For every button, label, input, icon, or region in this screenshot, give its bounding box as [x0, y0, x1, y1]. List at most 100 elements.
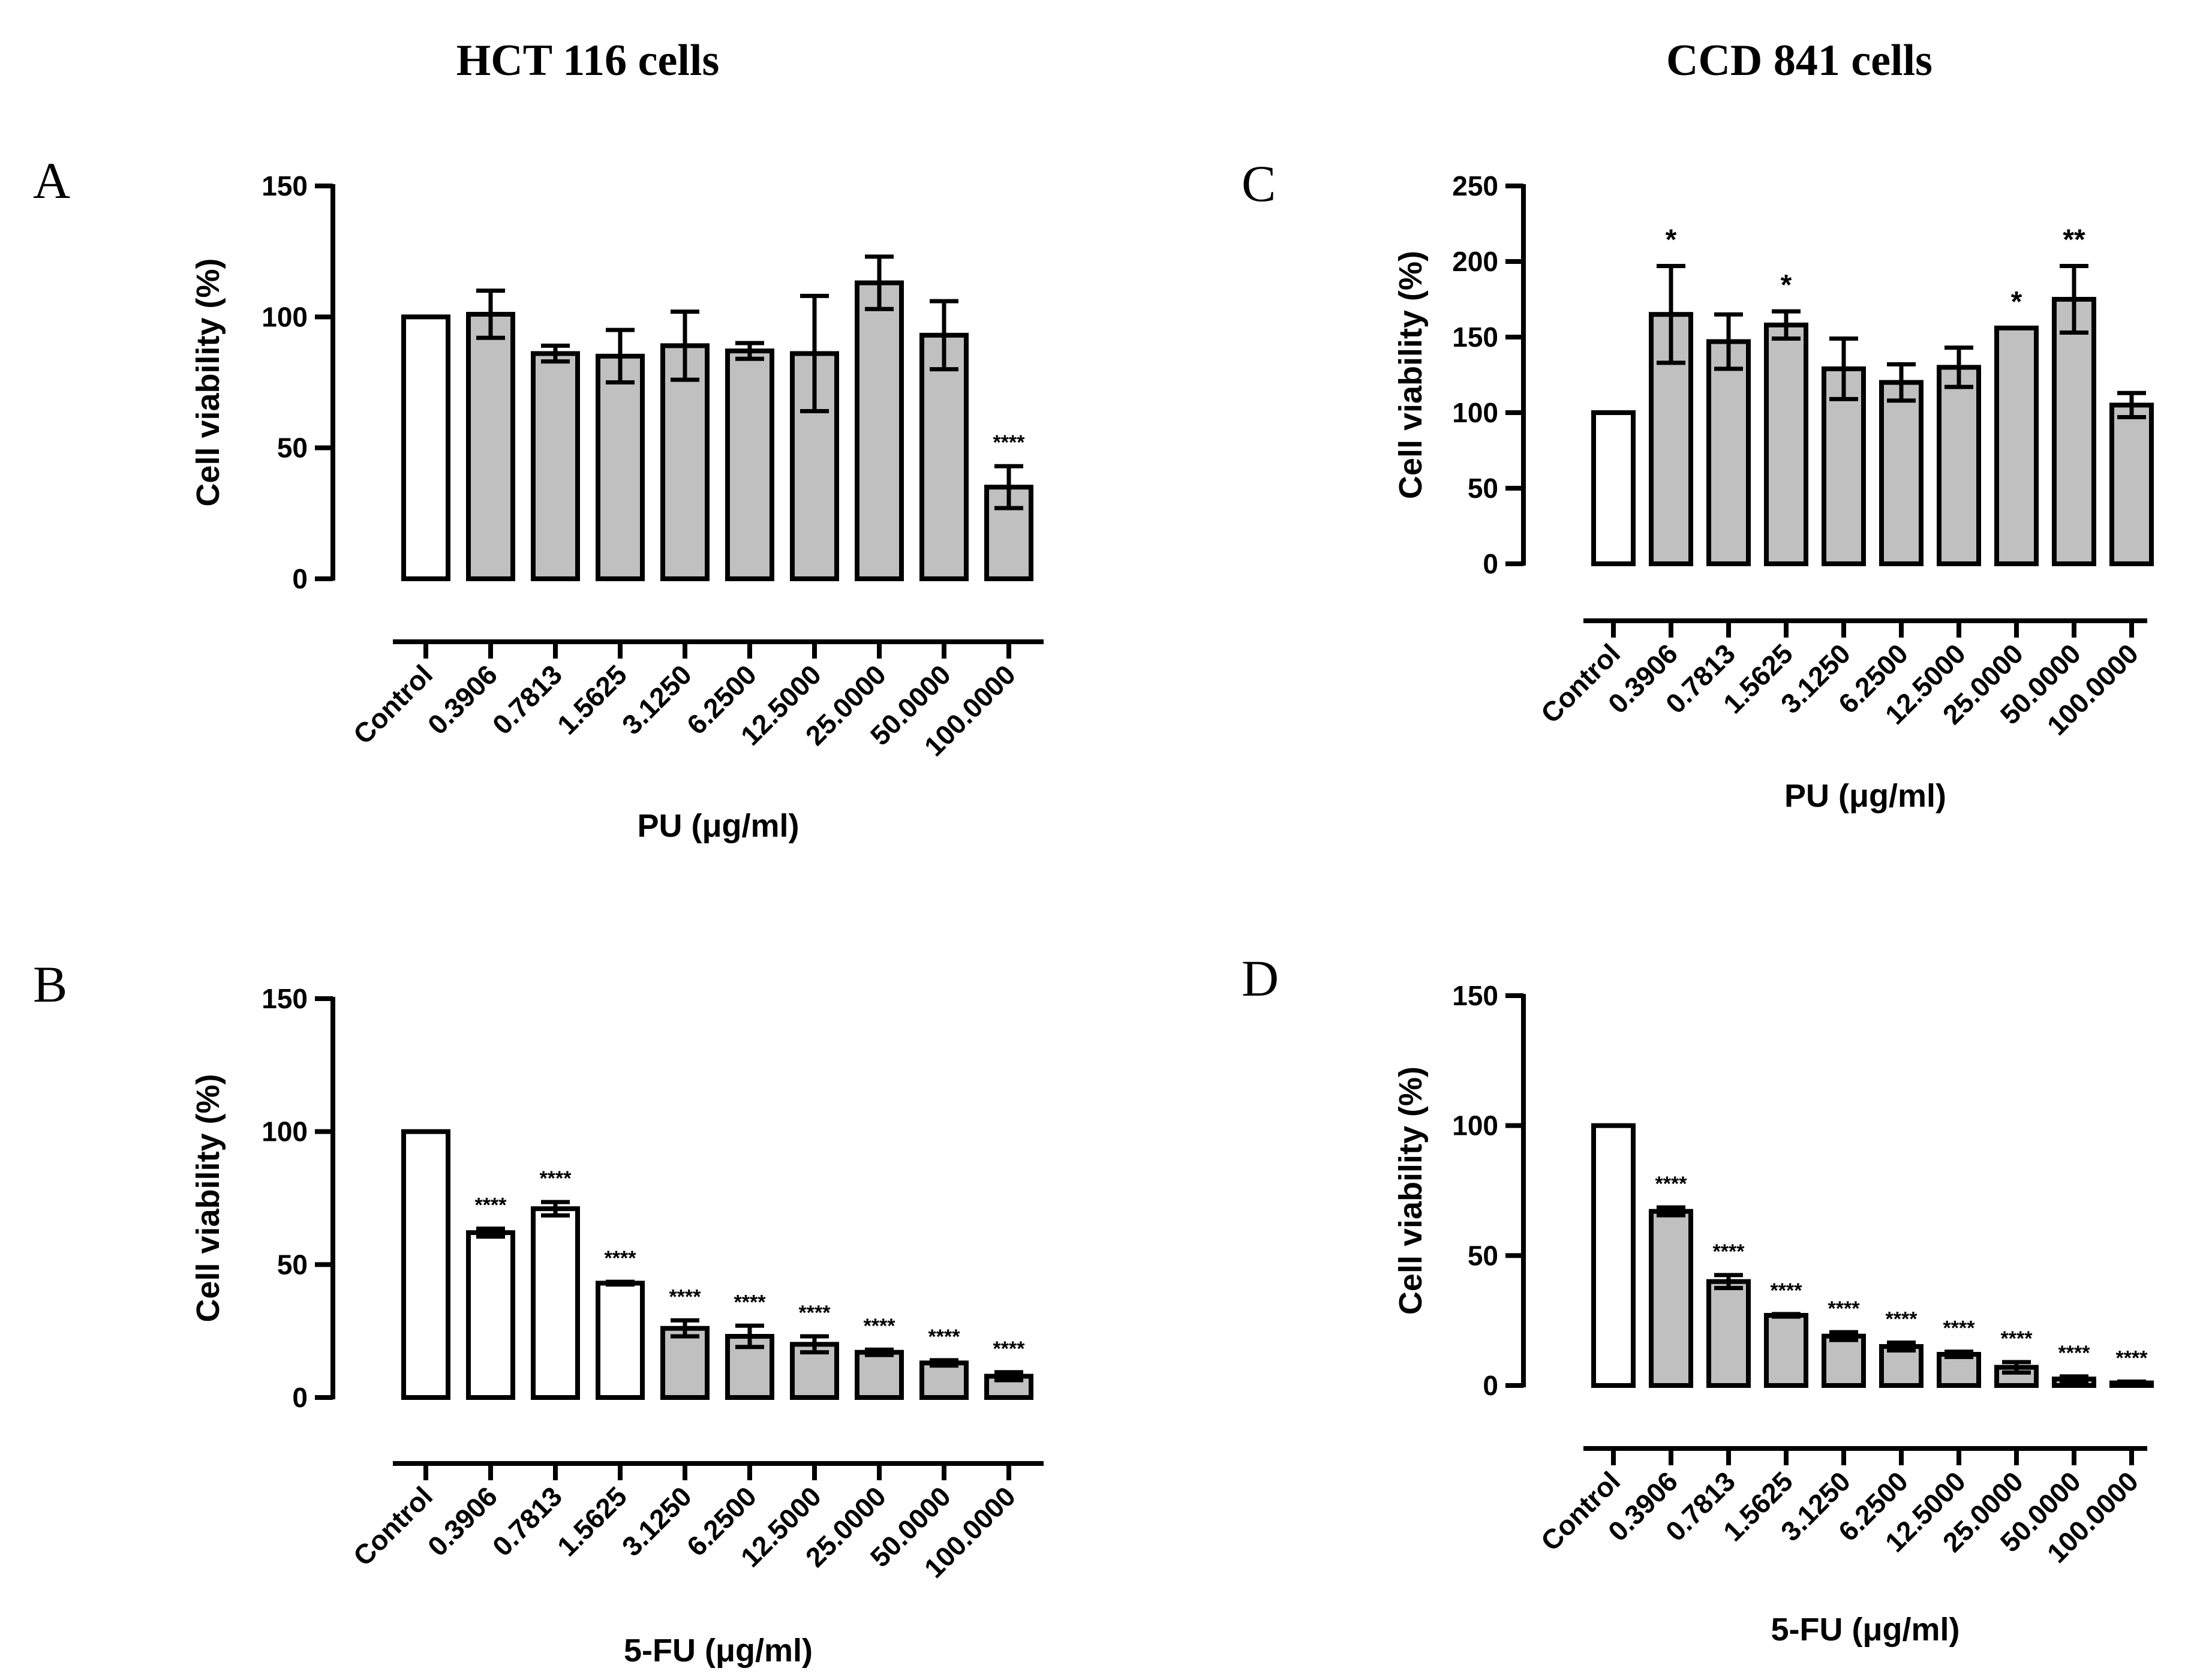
- significance-label: ****: [540, 1167, 572, 1190]
- x-axis-title: PU (μg/ml): [1784, 778, 1946, 814]
- x-tick-label: 3.1250: [616, 659, 698, 740]
- x-tick-label: Control: [347, 1480, 438, 1571]
- panel-d-chart: D 0 50 100 150 Cell viability (%) **** **** ****…: [1242, 949, 2154, 1648]
- significance-label: ****: [993, 1338, 1026, 1360]
- bar: [401, 1129, 450, 1400]
- significance-label: ****: [2001, 1327, 2033, 1350]
- y-axis-title: Cell viability (%): [190, 1074, 226, 1322]
- x-tick-label: 3.1250: [616, 1480, 698, 1562]
- significance-label: ****: [1886, 1308, 1918, 1331]
- bar: [1822, 1333, 1866, 1389]
- x-tick-label: 0.3906: [422, 659, 503, 740]
- bar: [1764, 1313, 1808, 1388]
- bar: [2052, 297, 2096, 566]
- bar: [660, 343, 710, 581]
- significance-label: ****: [1713, 1240, 1745, 1263]
- significance-label: *: [1781, 269, 1792, 301]
- bar: [1764, 322, 1808, 567]
- panel-letter-d: D: [1242, 949, 1279, 1007]
- panel-letter-c: C: [1242, 155, 1276, 212]
- significance-label: *: [2011, 286, 2022, 318]
- y-tick-label: 100: [262, 301, 308, 332]
- panel-b-chart: B 0 50 100 150 Cell viability (%) **** **** ****…: [33, 955, 1044, 1669]
- y-tick-label: 100: [262, 1116, 308, 1147]
- bar: [466, 1230, 515, 1400]
- y-tick-label: 150: [1452, 980, 1498, 1011]
- x-tick-label: 0.7813: [486, 1480, 568, 1562]
- x-tick-label: Control: [1535, 1465, 1626, 1556]
- significance-label: ****: [475, 1194, 507, 1216]
- y-axis-title: Cell viability (%): [1393, 251, 1429, 499]
- bar: [1994, 1365, 2039, 1389]
- bar: [596, 1281, 645, 1400]
- bar: [855, 280, 904, 581]
- significance-label: ****: [1943, 1317, 1976, 1340]
- y-tick-label: 250: [1452, 170, 1498, 202]
- y-tick-label: 150: [1452, 321, 1498, 353]
- bar: [2109, 402, 2154, 567]
- bar: [919, 332, 969, 582]
- y-axis-title: Cell viability (%): [190, 258, 226, 506]
- significance-label: ****: [864, 1315, 896, 1338]
- y-tick-label: 200: [1452, 246, 1498, 277]
- bar: [1649, 1209, 1693, 1388]
- significance-label: ****: [993, 431, 1026, 454]
- bar: [401, 314, 450, 581]
- y-tick-label: 0: [1483, 1370, 1498, 1401]
- y-tick-label: 0: [1483, 548, 1498, 579]
- y-tick-label: 0: [292, 563, 308, 594]
- significance-label: ****: [2116, 1347, 2148, 1370]
- column-title-ccd841: CCD 841 cells: [1666, 36, 1932, 85]
- bar: [466, 311, 515, 581]
- x-tick-label: 0.3906: [422, 1480, 503, 1562]
- bar: [660, 1326, 710, 1400]
- y-tick-label: 100: [1452, 397, 1498, 428]
- column-title-hct116: HCT 116 cells: [456, 36, 720, 85]
- significance-label: ****: [799, 1302, 831, 1324]
- bar: [1706, 1279, 1751, 1389]
- x-tick-label: Control: [347, 659, 438, 750]
- bar: [855, 1350, 904, 1400]
- y-tick-label: 100: [1452, 1110, 1498, 1141]
- x-tick-label: 0.7813: [486, 659, 568, 740]
- bar: [1937, 365, 1981, 567]
- x-axis-title: 5-FU (μg/ml): [624, 1633, 813, 1669]
- y-tick-label: 150: [262, 170, 308, 202]
- y-tick-label: 150: [262, 983, 308, 1014]
- significance-label: ****: [605, 1247, 637, 1270]
- bar: [531, 351, 580, 581]
- bar: [596, 353, 645, 581]
- significance-label: ****: [669, 1285, 702, 1308]
- bar: [919, 1360, 969, 1400]
- bar: [1994, 325, 2039, 566]
- x-tick-label: Control: [1535, 638, 1626, 729]
- significance-label: *: [1666, 224, 1677, 256]
- x-tick-label: 1.5625: [551, 659, 633, 740]
- significance-label: ****: [1771, 1279, 1803, 1302]
- significance-label: ****: [1828, 1297, 1861, 1320]
- y-tick-label: 50: [277, 432, 308, 464]
- x-axis-title: 5-FU (μg/ml): [1771, 1612, 1959, 1648]
- y-axis-title: Cell viability (%): [1393, 1066, 1429, 1315]
- significance-label: ****: [2058, 1342, 2091, 1365]
- y-tick-label: 50: [1468, 1240, 1498, 1271]
- significance-label: ****: [734, 1291, 767, 1314]
- y-tick-label: 0: [292, 1382, 308, 1413]
- significance-label: ****: [1655, 1173, 1688, 1195]
- x-axis-title: PU (μg/ml): [637, 808, 799, 844]
- bar: [1706, 339, 1751, 566]
- x-tick-label: 1.5625: [551, 1480, 633, 1562]
- bar: [1879, 380, 1924, 566]
- y-tick-label: 50: [1468, 473, 1498, 504]
- panel-letter-a: A: [33, 152, 70, 209]
- bar: [531, 1206, 580, 1400]
- bar: [725, 348, 774, 581]
- panel-letter-b: B: [33, 955, 67, 1013]
- y-tick-label: 50: [277, 1249, 308, 1280]
- bar: [1822, 366, 1866, 566]
- bar: [1591, 1123, 1636, 1388]
- significance-label: **: [2063, 224, 2085, 256]
